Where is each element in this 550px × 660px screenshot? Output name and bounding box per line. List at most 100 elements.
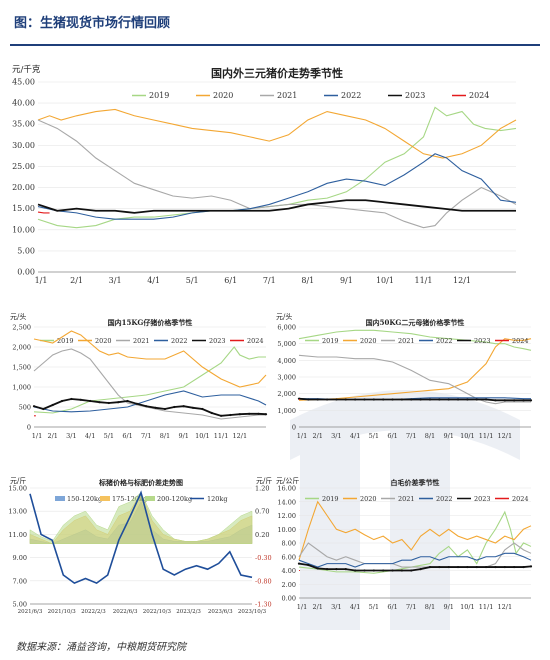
series-point-2023 xyxy=(325,398,329,401)
x-tick-label: 4/1 xyxy=(350,603,360,611)
legend-label: 2022 xyxy=(171,337,188,345)
legend-label: 2020 xyxy=(213,91,233,100)
x-tick-label: 6/1 xyxy=(387,603,397,611)
series-point-2023 xyxy=(484,565,488,569)
series-point-2023 xyxy=(316,398,319,401)
chart-title: 标猪价格与标肥价差走势图 xyxy=(98,478,183,487)
y2-tick-label: 0.20 xyxy=(255,531,269,539)
x-tick-label: 2/1 xyxy=(312,432,322,440)
series-point-2023 xyxy=(60,399,64,403)
y-tick-label: 1,000 xyxy=(12,384,31,392)
legend-label: 2023 xyxy=(474,495,491,503)
data-source: 数据来源：涌益咨询，中粮期货研究院 xyxy=(16,642,186,653)
series-point-2023 xyxy=(475,565,478,569)
series-point-2023 xyxy=(503,565,506,569)
legend-label: 120kg xyxy=(207,495,228,503)
x-tick-label: 1/1 xyxy=(297,432,307,440)
x-tick-label: 9/1 xyxy=(340,276,353,285)
y-tick-label: 35.00 xyxy=(12,120,35,129)
series-line-2021 xyxy=(33,348,266,420)
y-axis-label: 元/公斤 xyxy=(276,476,299,485)
series-line-2020 xyxy=(298,500,532,561)
x-tick-label: 10/1 xyxy=(460,432,475,440)
y-tick-label: 9.00 xyxy=(13,554,27,562)
series-point-2023 xyxy=(297,562,301,565)
x-tick-label: 2/1 xyxy=(47,432,57,440)
series-point-2023 xyxy=(513,565,516,569)
series-point-2023 xyxy=(264,413,268,416)
series-line-2023 xyxy=(298,562,532,572)
series-point-2023 xyxy=(117,401,120,404)
x-tick-label: 11/1 xyxy=(479,603,494,611)
y-tick-label: 5.00 xyxy=(17,246,35,255)
series-point-2023 xyxy=(382,398,385,401)
y-tick-label: 25.00 xyxy=(12,162,35,171)
legend-label: 200-120kg xyxy=(157,495,192,503)
series-point-2023 xyxy=(529,399,533,402)
x-tick-label: 12/1 xyxy=(233,432,248,440)
legend-label: 2021 xyxy=(277,91,297,100)
legend-label: 2024 xyxy=(512,337,529,345)
series-point-2023 xyxy=(419,568,422,571)
y-tick-label: 13.00 xyxy=(8,508,27,516)
y2-tick-label: -0.80 xyxy=(255,577,272,585)
y-axis-label: 元/千克 xyxy=(12,64,41,75)
y-tick-label: 0.00 xyxy=(282,595,296,603)
series-point-2023 xyxy=(335,568,338,571)
series-point-2023 xyxy=(503,399,506,402)
series-line-2020 xyxy=(298,338,532,401)
x-tick-label: 2023/10/3 xyxy=(238,609,267,615)
y-tick-label: 45.00 xyxy=(12,78,35,87)
x-tick-label: 9/1 xyxy=(443,603,453,611)
x-tick-label: 2021/6/3 xyxy=(18,609,43,615)
x-tick-label: 3/1 xyxy=(66,432,76,440)
series-point-2023 xyxy=(419,398,422,401)
legend-label: 2019 xyxy=(57,337,74,345)
y-tick-label: 40.00 xyxy=(12,99,35,108)
chart-title: 白毛价差季节性 xyxy=(391,478,440,487)
header-rule xyxy=(10,44,540,46)
series-point-2023 xyxy=(447,565,450,569)
x-tick-label: 9/1 xyxy=(443,432,453,440)
y2-axis-label: 元/斤 xyxy=(256,476,272,485)
y-tick-label: 2.00 xyxy=(282,581,296,589)
x-tick-label: 9/1 xyxy=(178,432,188,440)
x-tick-label: 10/1 xyxy=(195,432,210,440)
x-tick-label: 7/1 xyxy=(406,432,416,440)
y-tick-label: 2,000 xyxy=(277,390,296,398)
y-tick-label: 8.00 xyxy=(282,540,296,548)
y-tick-label: 10.00 xyxy=(12,225,35,234)
x-tick-label: 2021/10/3 xyxy=(48,609,77,615)
legend-label: 2019 xyxy=(322,337,339,345)
x-tick-label: 12/1 xyxy=(453,276,471,285)
y-tick-label: 3,000 xyxy=(277,374,296,382)
x-tick-label: 2/1 xyxy=(70,276,83,285)
y-tick-label: 16.00 xyxy=(277,485,296,493)
series-point-2023 xyxy=(344,568,347,571)
legend-label: 2021 xyxy=(133,337,150,345)
series-point-2023 xyxy=(494,565,497,569)
y-tick-label: 500 xyxy=(19,404,31,412)
y-tick-label: 0 xyxy=(292,424,296,432)
y-tick-label: 14.00 xyxy=(277,498,296,506)
series-point-2023 xyxy=(475,398,478,401)
series-point-2023 xyxy=(98,401,101,404)
x-tick-label: 8/1 xyxy=(425,603,435,611)
series-line-2021 xyxy=(37,119,517,229)
x-tick-label: 2022/6/3 xyxy=(113,609,138,615)
y-tick-label: 10.00 xyxy=(277,526,296,534)
legend-label: 2024 xyxy=(247,337,264,345)
series-point-2023 xyxy=(307,563,310,567)
legend-label: 2023 xyxy=(474,337,491,345)
legend-label: 150-120kg xyxy=(67,495,102,503)
x-tick-label: 7/1 xyxy=(406,603,416,611)
y-axis-label: 元/头 xyxy=(276,312,292,321)
y-tick-label: 6,000 xyxy=(277,324,296,332)
series-point-2023 xyxy=(372,398,375,401)
series-line-2023 xyxy=(298,397,531,402)
series-point-2023 xyxy=(70,397,73,401)
x-tick-label: 1/1 xyxy=(35,276,48,285)
series-point-2023 xyxy=(428,565,432,569)
legend-label: 2019 xyxy=(322,495,339,503)
x-tick-label: 8/1 xyxy=(301,276,314,285)
